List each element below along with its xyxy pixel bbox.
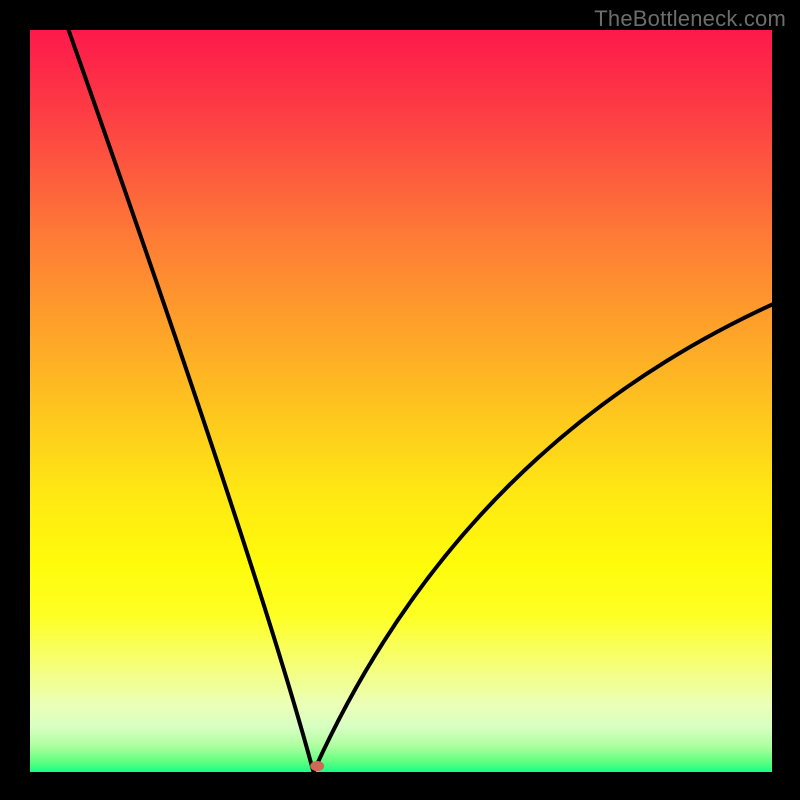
optimum-marker: [310, 761, 324, 771]
bottleneck-curve-layer: [30, 30, 772, 772]
watermark-text: TheBottleneck.com: [594, 6, 786, 32]
chart-frame: TheBottleneck.com: [0, 0, 800, 800]
plot-area: [30, 30, 772, 772]
bottleneck-curve: [69, 30, 772, 772]
